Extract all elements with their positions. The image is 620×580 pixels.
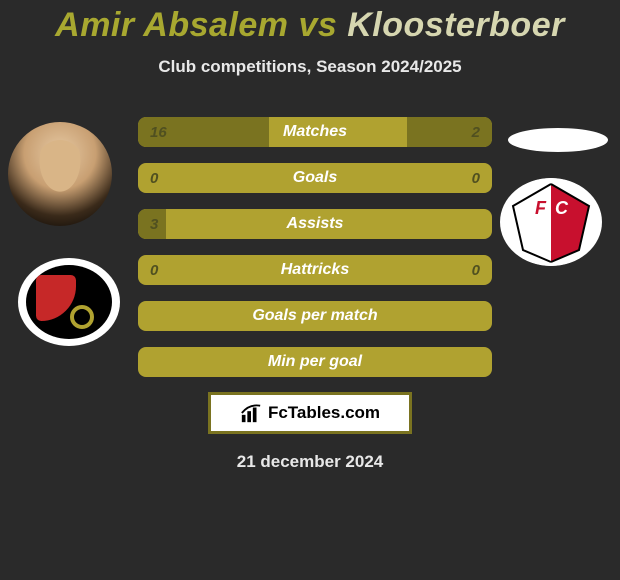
stat-bar-label: Matches bbox=[138, 117, 492, 147]
stat-bars: Matches162Goals00Assists3Hattricks00Goal… bbox=[138, 117, 492, 393]
stat-bar-label: Min per goal bbox=[138, 347, 492, 377]
fctables-logo-icon bbox=[240, 402, 262, 424]
title-player2: Kloosterboer bbox=[347, 6, 565, 44]
stat-bar-row: Matches16 2 bbox=[138, 117, 492, 147]
stat-bar-value-right: 0 bbox=[472, 163, 480, 193]
title-vs: vs bbox=[298, 6, 337, 44]
stat-bar-row: Goals per match bbox=[138, 301, 492, 331]
stat-bar-value-left: 0 bbox=[150, 163, 158, 193]
comparison-infographic: Amir Absalem vs Kloosterboer Club compet… bbox=[0, 0, 620, 580]
title-player1: Amir Absalem bbox=[55, 6, 288, 44]
stat-bar-value-right: 0 bbox=[472, 255, 480, 285]
stat-bar-label: Goals per match bbox=[138, 301, 492, 331]
stat-bar-row: Assists3 bbox=[138, 209, 492, 239]
stat-bar-row: Hattricks0 0 bbox=[138, 255, 492, 285]
stat-bar-label: Goals bbox=[138, 163, 492, 193]
stat-bar-value-right: 2 bbox=[472, 117, 480, 147]
stat-bar-value-left: 0 bbox=[150, 255, 158, 285]
stat-bars-region: Matches162Goals00Assists3Hattricks00Goal… bbox=[0, 117, 620, 397]
page-title: Amir Absalem vs Kloosterboer bbox=[0, 6, 620, 45]
stat-bar-value-left: 3 bbox=[150, 209, 158, 239]
subtitle: Club competitions, Season 2024/2025 bbox=[0, 57, 620, 77]
stat-bar-label: Assists bbox=[138, 209, 492, 239]
source-text: FcTables.com bbox=[268, 403, 380, 423]
stat-bar-label: Hattricks bbox=[138, 255, 492, 285]
stat-bar-value-left: 16 bbox=[150, 117, 167, 147]
date-text: 21 december 2024 bbox=[0, 452, 620, 472]
source-badge: FcTables.com bbox=[208, 392, 412, 434]
stat-bar-row: Goals0 0 bbox=[138, 163, 492, 193]
stat-bar-row: Min per goal bbox=[138, 347, 492, 377]
